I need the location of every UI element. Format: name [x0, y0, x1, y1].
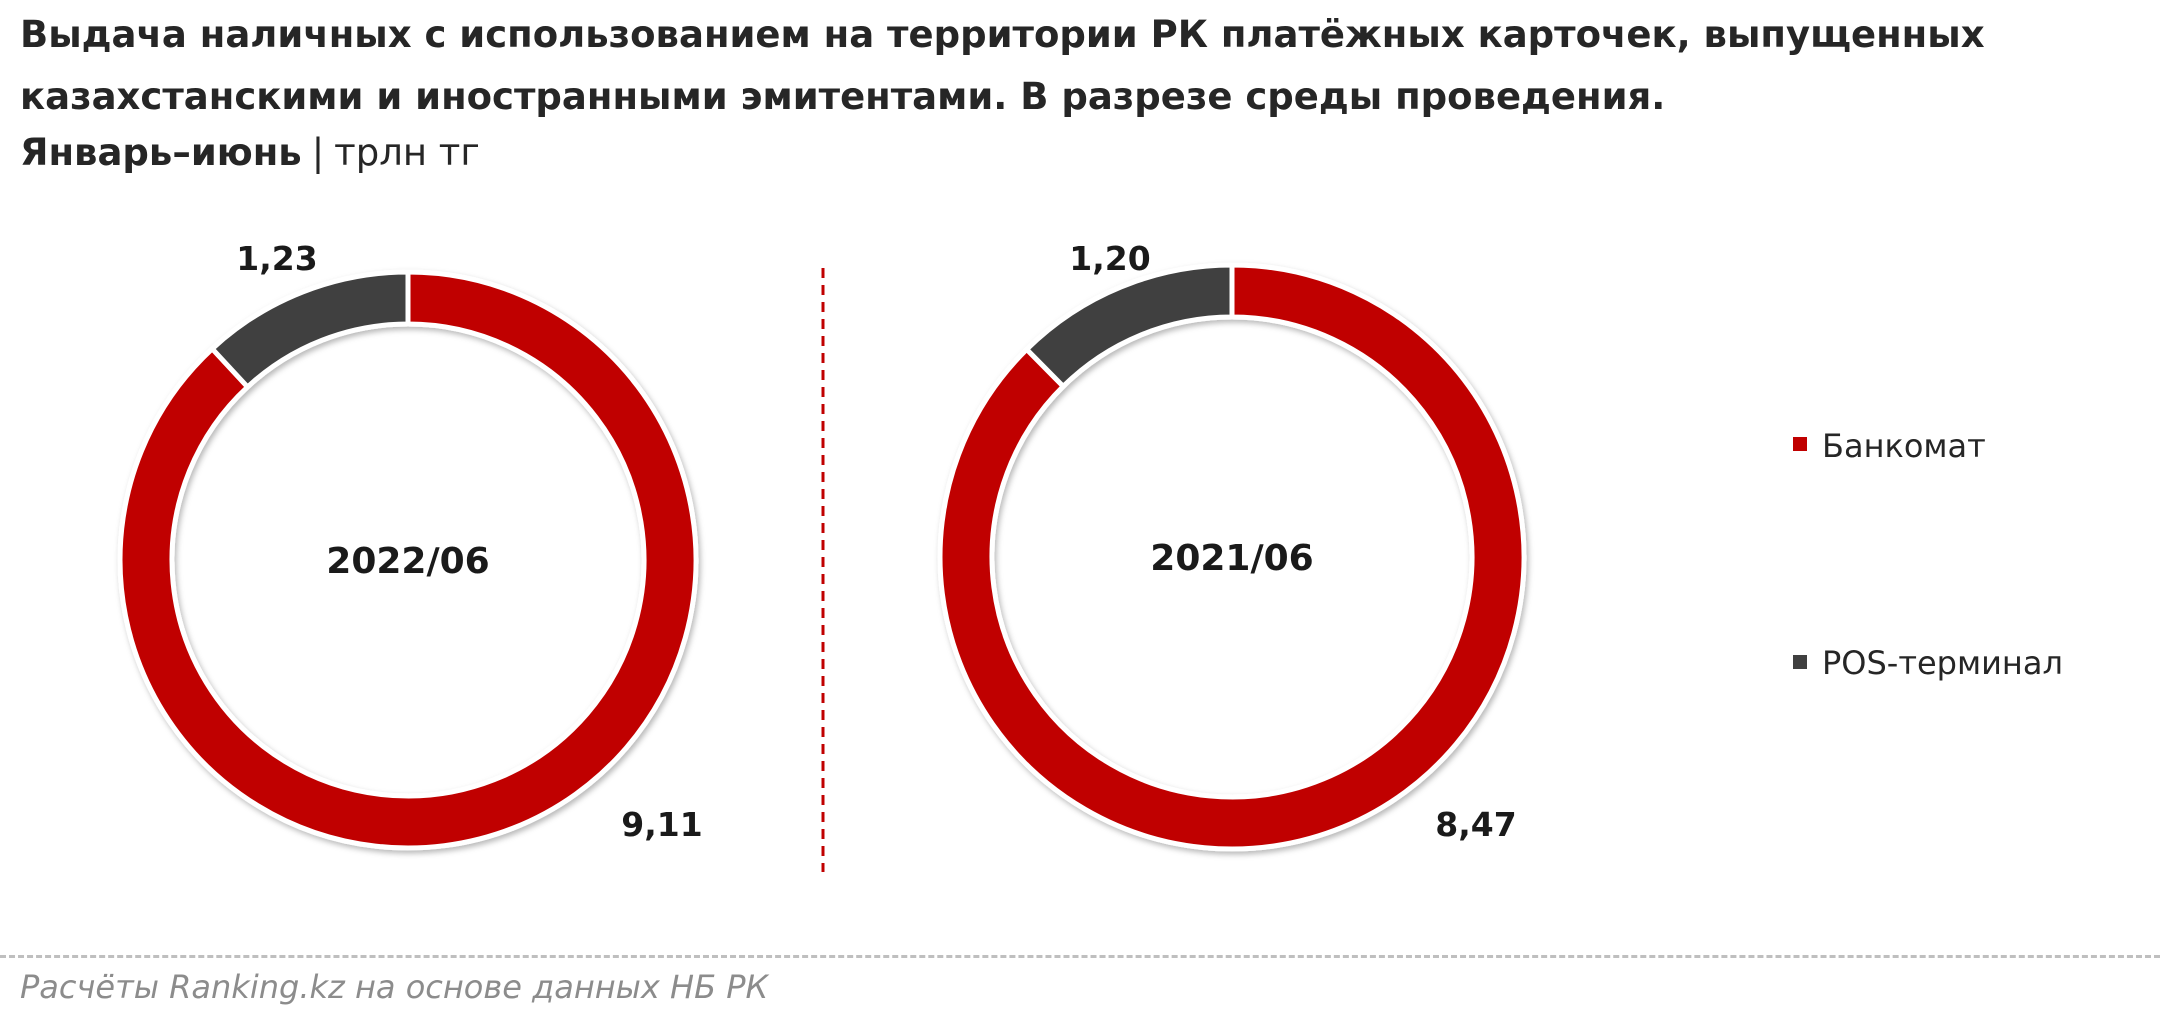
legend-swatch-atm — [1793, 437, 1807, 451]
slice-pos-1 — [208, 269, 411, 391]
period-label: Январь–июнь — [20, 131, 302, 174]
donut-charts: 2022/06 9,11 1,23 2021/06 8,47 1,20 Банкомат … — [117, 239, 2063, 872]
chart-subtitle: Январь–июнь | трлн тг — [20, 125, 480, 181]
donut-center-label-1: 2022/06 — [326, 541, 489, 582]
slice-atm-2 — [937, 262, 1527, 852]
unit-label: трлн тг — [334, 131, 480, 174]
chart-title: Выдача наличных с использованием на терр… — [20, 4, 2120, 128]
footer-divider — [0, 955, 2160, 958]
slice-pos-2 — [1023, 262, 1235, 390]
donut-chart-1 — [117, 269, 699, 851]
data-label-pos-1: 1,23 — [236, 239, 317, 278]
legend: Банкомат POS-терминал — [1793, 427, 2063, 682]
chart-title-line-2: казахстанскими и иностранными эмитентами… — [20, 75, 1666, 118]
data-label-atm-2: 8,47 — [1435, 805, 1516, 844]
source-note: Расчёты Ranking.kz на основе данных НБ Р… — [20, 968, 769, 1006]
data-label-atm-1: 9,11 — [621, 805, 702, 844]
donut-chart-2 — [937, 262, 1527, 852]
legend-label-atm: Банкомат — [1822, 427, 1986, 465]
slice-atm-1 — [117, 269, 699, 851]
legend-swatch-pos — [1793, 655, 1807, 669]
chart-title-line-1: Выдача наличных с использованием на терр… — [20, 13, 1985, 56]
donut-center-label-2: 2021/06 — [1150, 538, 1313, 579]
data-label-pos-2: 1,20 — [1069, 239, 1150, 278]
legend-label-pos: POS-терминал — [1822, 644, 2063, 682]
subtitle-separator: | — [311, 131, 325, 174]
